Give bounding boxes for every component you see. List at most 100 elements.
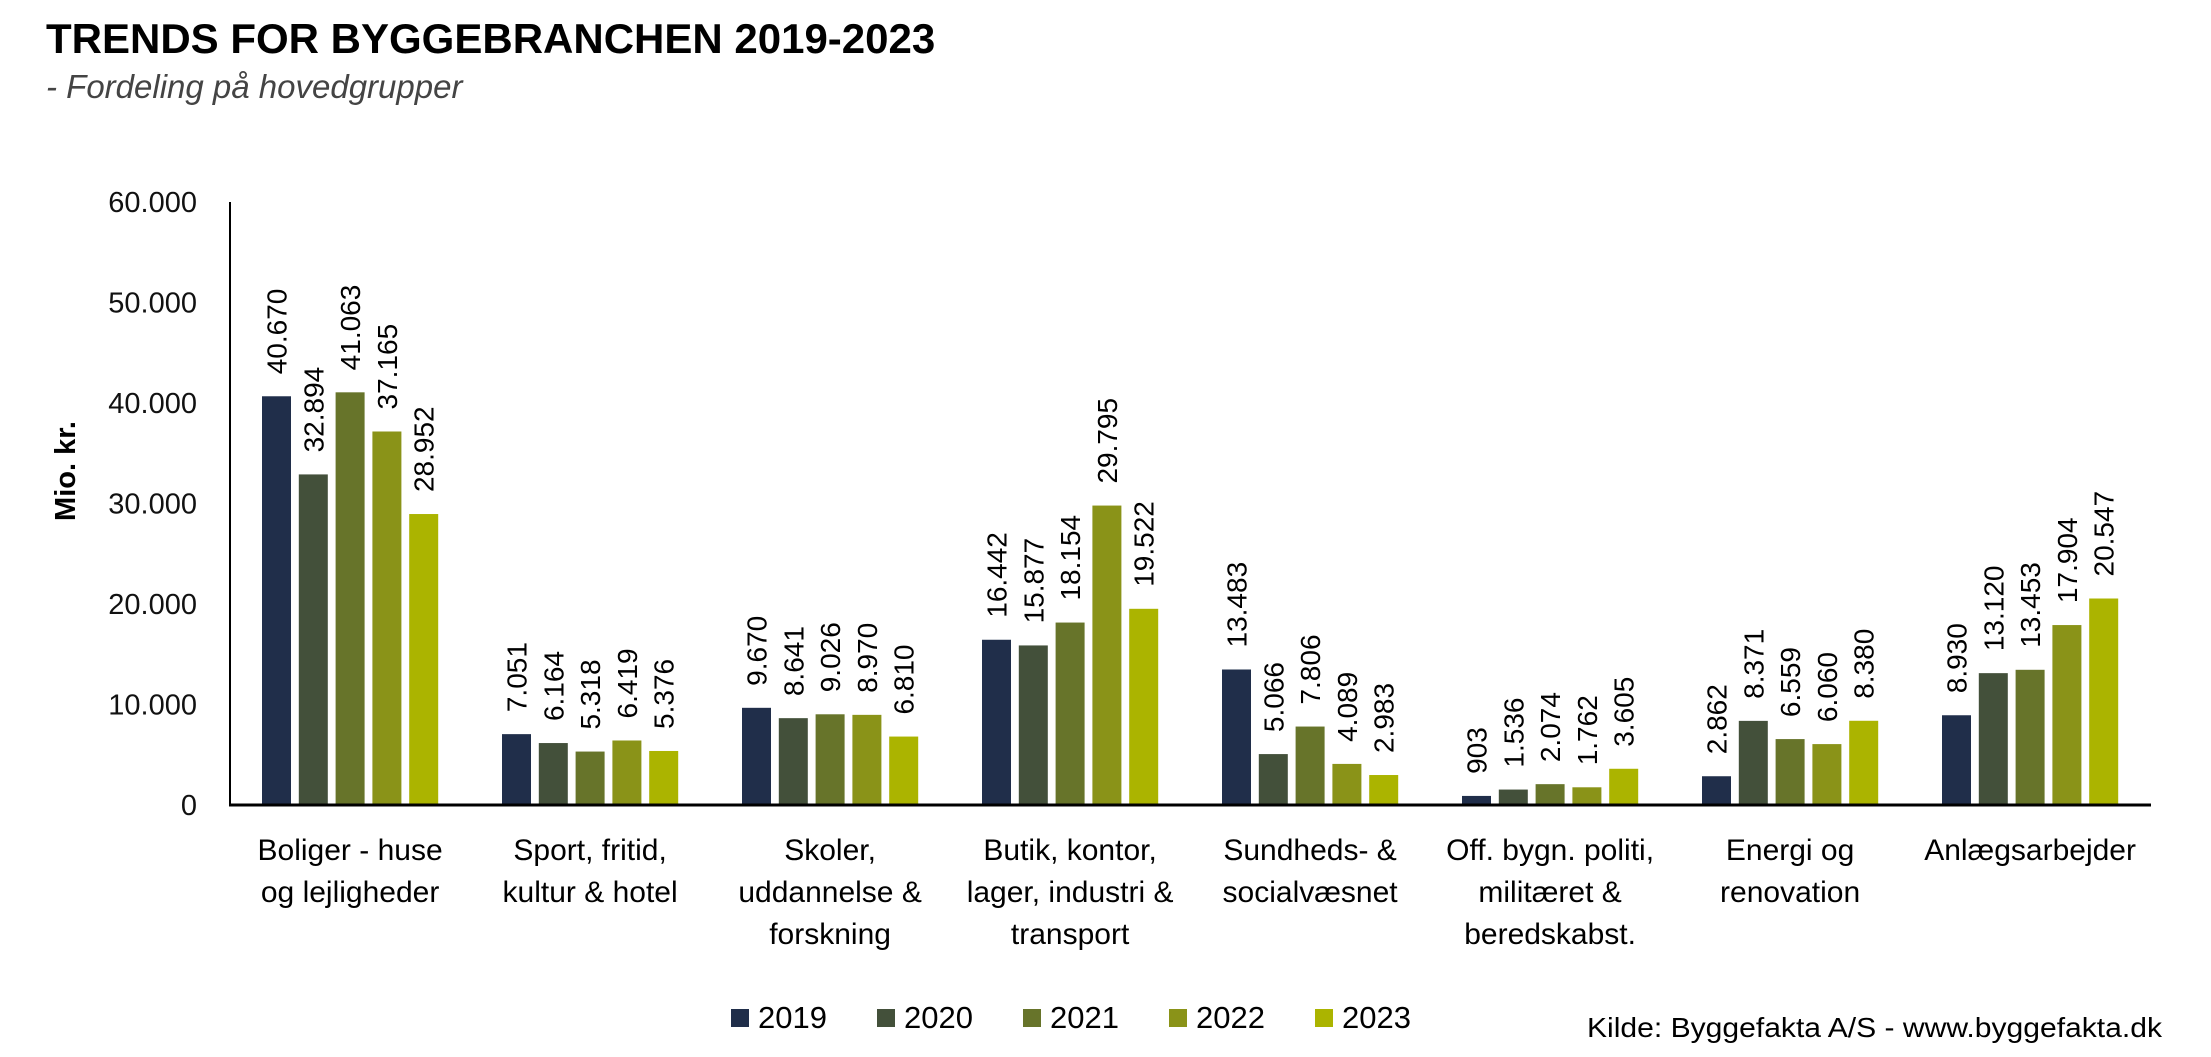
legend-label: 2021 xyxy=(1050,1000,1119,1035)
legend-swatch xyxy=(877,1009,895,1027)
data-label: 19.522 xyxy=(1129,501,1160,587)
bar-2023-4 xyxy=(1369,775,1399,805)
data-label: 6.559 xyxy=(1775,647,1806,717)
x-category-label: renovation xyxy=(1720,876,1860,909)
legend-item-2020: 2020 xyxy=(877,1000,973,1035)
bar-2019-1 xyxy=(502,734,531,805)
y-tick-label: 60.000 xyxy=(108,187,197,219)
legend-label: 2019 xyxy=(758,1000,827,1035)
x-category-label: og lejligheder xyxy=(261,876,439,909)
bar-2019-3 xyxy=(982,639,1011,805)
bar-2023-6 xyxy=(1849,720,1879,805)
data-labels: 40.670 7.051 9.670 16.442 13.483 903 2.862 8.93… xyxy=(262,285,2120,774)
x-category-label: Boliger - huse xyxy=(258,834,443,867)
legend-item-2023: 2023 xyxy=(1315,1000,1411,1035)
bar-2020-2 xyxy=(778,718,808,805)
data-label: 16.442 xyxy=(982,532,1013,618)
x-category-label: uddannelse & xyxy=(738,876,922,909)
bars xyxy=(262,392,2119,805)
bar-2021-4 xyxy=(1295,726,1325,805)
data-label: 7.051 xyxy=(502,642,533,712)
data-label: 1.536 xyxy=(1498,697,1529,767)
bar-2023-0 xyxy=(409,514,439,805)
legend-swatch xyxy=(1315,1009,1333,1027)
data-label: 8.641 xyxy=(778,626,809,696)
data-label: 29.795 xyxy=(1092,398,1123,484)
data-label: 13.453 xyxy=(2015,562,2046,648)
legend: 2019 2020 2021 2022 2023 xyxy=(731,1000,1411,1035)
bar-2019-2 xyxy=(742,707,771,805)
y-axis-ticks: 0 10.000 20.000 30.000 40.000 50.000 60.000 xyxy=(108,187,197,822)
x-category-label: Skoler, xyxy=(784,834,876,867)
bar-2023-7 xyxy=(2089,598,2119,805)
legend-swatch xyxy=(1023,1009,1041,1027)
legend-item-2022: 2022 xyxy=(1169,1000,1265,1035)
bar-2019-0 xyxy=(262,396,291,805)
x-axis-categories: Boliger - huse og lejligheder Sport, friti… xyxy=(258,834,2136,951)
x-category-label: Sport, fritid, xyxy=(513,834,666,867)
data-label: 8.380 xyxy=(1849,629,1880,699)
bar-2022-1 xyxy=(612,740,642,805)
data-label: 20.547 xyxy=(2089,491,2120,577)
x-category-label: Anlægsarbejder xyxy=(1924,834,2136,867)
y-tick-label: 20.000 xyxy=(108,589,197,621)
legend-item-2021: 2021 xyxy=(1023,1000,1119,1035)
bar-2021-0 xyxy=(335,392,365,805)
bar-2021-7 xyxy=(2015,669,2045,805)
data-label: 6.419 xyxy=(612,648,643,718)
bar-2023-1 xyxy=(649,750,679,805)
bar-2021-3 xyxy=(1055,622,1085,805)
x-category-label: socialvæsnet xyxy=(1223,876,1399,909)
data-label: 4.089 xyxy=(1332,672,1363,742)
x-category-label: Energi og xyxy=(1726,834,1854,867)
legend-swatch xyxy=(1169,1009,1187,1027)
data-label: 18.154 xyxy=(1055,515,1086,601)
bar-2019-4 xyxy=(1222,669,1251,805)
bar-2023-2 xyxy=(889,736,919,805)
legend-label: 2020 xyxy=(904,1000,973,1035)
bar-2019-6 xyxy=(1702,776,1731,805)
data-label: 32.894 xyxy=(298,367,329,453)
bar-2019-5 xyxy=(1462,795,1491,805)
source-note: Kilde: Byggefakta A/S - www.byggefakta.d… xyxy=(1587,1012,2163,1043)
data-label: 1.762 xyxy=(1572,695,1603,765)
y-axis-label: Mio. kr. xyxy=(50,421,82,521)
x-category-label: Sundheds- & xyxy=(1223,834,1396,867)
data-label: 6.060 xyxy=(1812,652,1843,722)
bar-2022-4 xyxy=(1332,763,1362,805)
bar-2022-2 xyxy=(852,714,882,805)
data-label: 6.810 xyxy=(889,644,920,714)
bar-2022-5 xyxy=(1572,787,1602,805)
data-label: 5.376 xyxy=(649,659,680,729)
bar-2020-1 xyxy=(538,743,568,805)
y-tick-label: 30.000 xyxy=(108,489,197,521)
bar-2022-0 xyxy=(372,431,402,805)
data-label: 40.670 xyxy=(262,289,293,375)
x-category-label: beredskabst. xyxy=(1464,918,1636,951)
chart-title: TRENDS FOR BYGGEBRANCHEN 2019-2023 xyxy=(46,15,935,62)
bar-2022-3 xyxy=(1092,505,1122,805)
bar-2020-7 xyxy=(1978,673,2008,805)
bar-2023-3 xyxy=(1129,608,1159,805)
bar-2020-0 xyxy=(298,474,328,805)
bar-2020-6 xyxy=(1738,720,1768,805)
bar-2022-6 xyxy=(1812,744,1842,805)
data-label: 13.120 xyxy=(1978,566,2009,652)
data-label: 41.063 xyxy=(335,285,366,371)
data-label: 9.670 xyxy=(742,616,773,686)
data-label: 13.483 xyxy=(1222,562,1253,648)
data-label: 2.983 xyxy=(1369,683,1400,753)
legend-item-2019: 2019 xyxy=(731,1000,827,1035)
legend-swatch xyxy=(731,1009,749,1027)
x-category-label: militæret & xyxy=(1478,876,1621,909)
data-label: 6.164 xyxy=(538,651,569,721)
x-category-label: Butik, kontor, xyxy=(983,834,1156,867)
data-label: 17.904 xyxy=(2052,517,2083,603)
y-tick-label: 40.000 xyxy=(108,388,197,420)
bar-2020-3 xyxy=(1018,645,1048,805)
data-label: 9.026 xyxy=(815,622,846,692)
bar-2021-1 xyxy=(575,751,605,805)
data-label: 8.371 xyxy=(1738,629,1769,699)
data-label: 8.970 xyxy=(852,623,883,693)
